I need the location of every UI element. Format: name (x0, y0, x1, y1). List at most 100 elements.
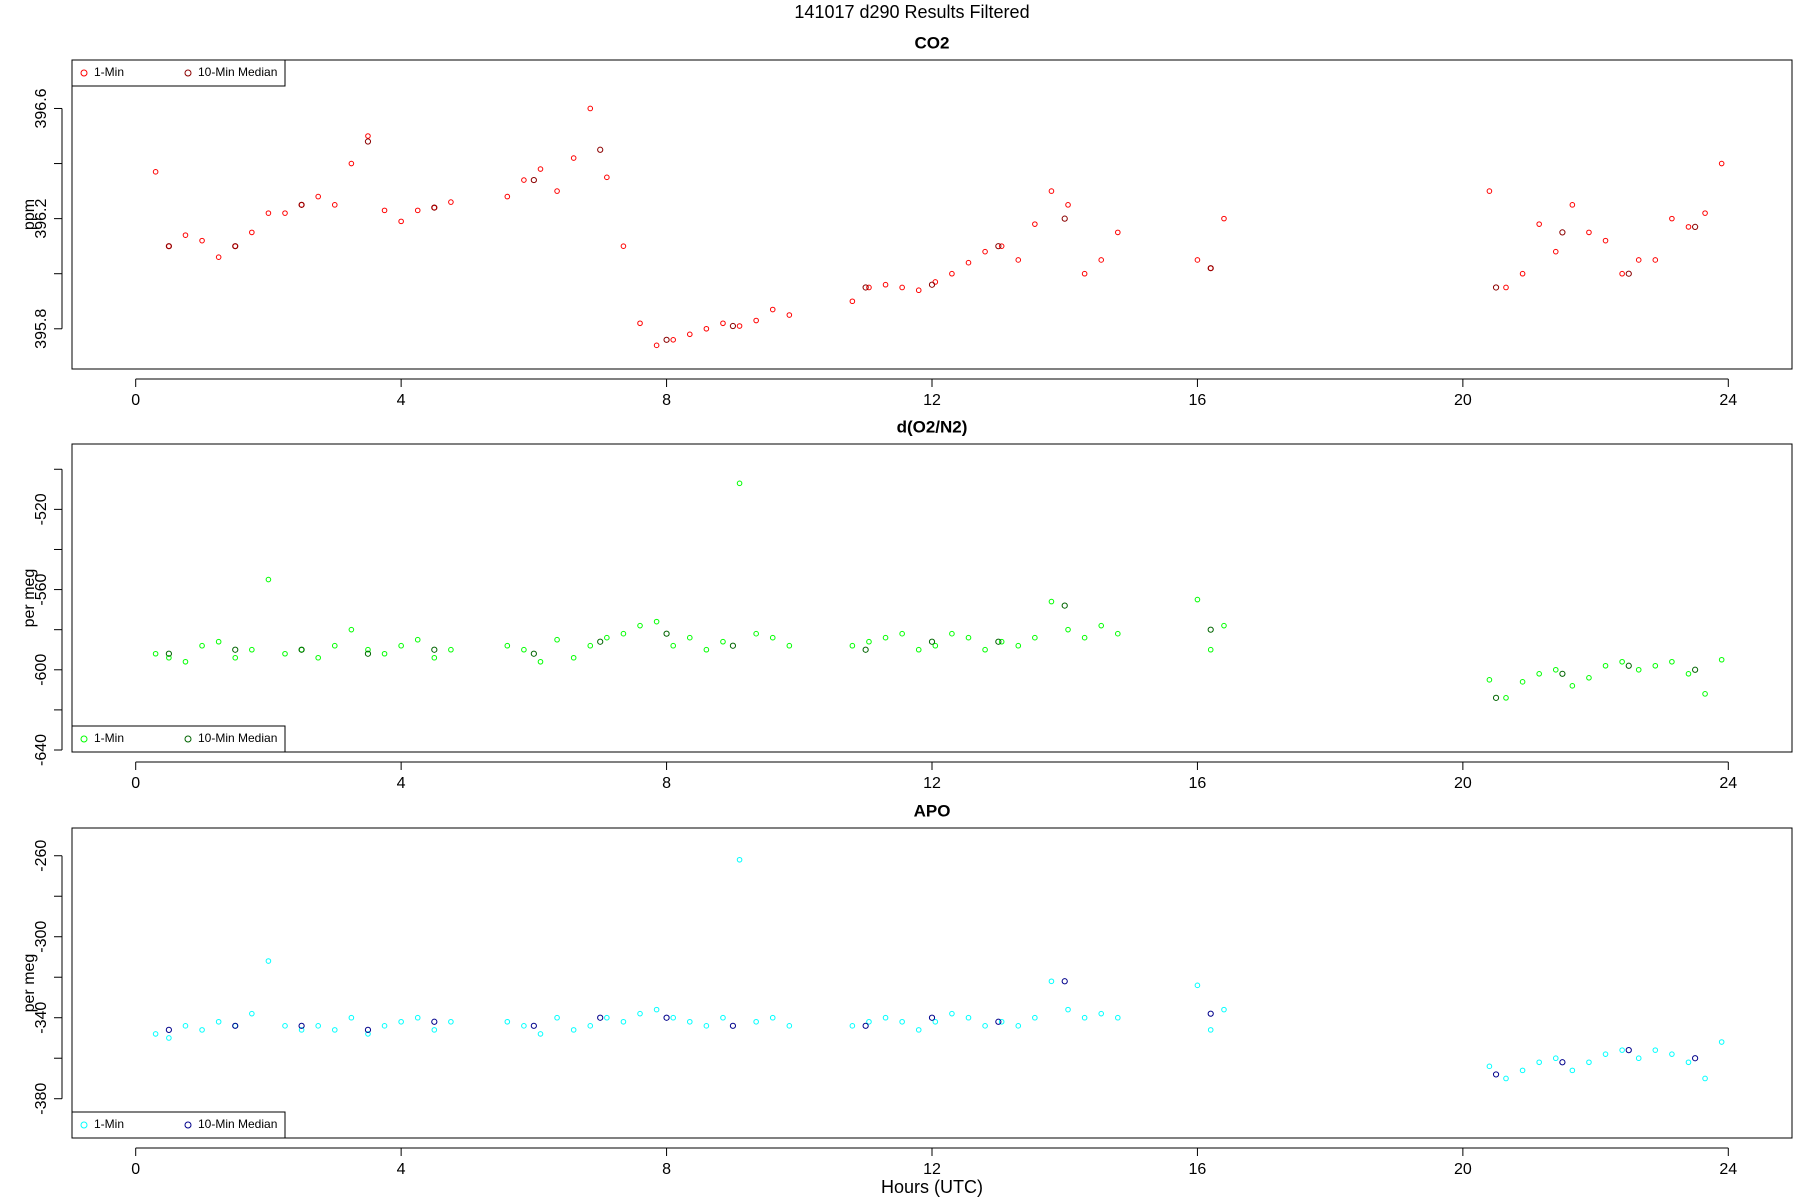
point (928, 1014, 936, 1021)
y-tick-label: -600 (33, 654, 50, 686)
panel-title: APO (914, 801, 951, 820)
point (381, 207, 388, 214)
x-tick-label: 12 (923, 1161, 941, 1178)
point (653, 1006, 660, 1013)
point (786, 1023, 793, 1029)
point (882, 634, 889, 641)
point (364, 138, 372, 145)
point (504, 1018, 511, 1025)
point (331, 642, 338, 649)
figure-title: 141017 d290 Results Filtered (794, 2, 1029, 22)
x-tick-label: 8 (662, 1161, 671, 1178)
point (949, 270, 955, 277)
point (1492, 1071, 1500, 1078)
x-tick-label: 20 (1454, 1161, 1472, 1178)
point (165, 1026, 172, 1033)
point (570, 155, 577, 161)
point (1685, 1059, 1692, 1066)
point (670, 642, 677, 649)
point (1602, 1051, 1609, 1057)
point (1081, 1014, 1088, 1021)
legend-marker (184, 1121, 192, 1129)
point (249, 646, 255, 653)
point (995, 1018, 1002, 1025)
point (849, 642, 856, 649)
y-tick-label: -300 (33, 921, 50, 953)
point (1619, 658, 1625, 665)
point (537, 658, 544, 665)
y-tick-label: 396.6 (33, 88, 50, 128)
panel-title: CO2 (915, 33, 950, 52)
point (915, 646, 922, 653)
point (1586, 675, 1592, 681)
point (448, 1018, 454, 1025)
point (398, 1018, 404, 1025)
point (1536, 221, 1542, 227)
point (1065, 626, 1071, 633)
point (1065, 202, 1071, 208)
point (1552, 666, 1559, 673)
point (1098, 257, 1105, 263)
point (152, 650, 159, 657)
point (915, 287, 922, 294)
point (1552, 1055, 1559, 1062)
point (729, 322, 737, 330)
point (1207, 626, 1214, 633)
point (1586, 1059, 1592, 1066)
point (982, 248, 988, 255)
point (862, 1022, 869, 1029)
y-axis-label: ppm (21, 199, 38, 230)
point (899, 1018, 905, 1025)
point (1685, 224, 1692, 230)
y-tick-label: -640 (33, 734, 50, 766)
point (282, 1023, 288, 1029)
point (504, 193, 511, 200)
point (1207, 1027, 1214, 1033)
point (1569, 683, 1576, 689)
point (199, 237, 205, 244)
point (265, 958, 272, 964)
point (849, 298, 856, 305)
plot-frame (71, 827, 1793, 1139)
x-tick-label: 0 (131, 392, 140, 409)
x-tick-label: 4 (397, 775, 406, 792)
legend-label: 1-Min (94, 731, 124, 745)
x-tick-label: 16 (1189, 392, 1207, 409)
point (786, 312, 793, 318)
y-axis-label: per meg (21, 569, 38, 628)
point (965, 1014, 972, 1021)
point (1221, 1006, 1227, 1013)
point (720, 1014, 726, 1021)
point (587, 105, 594, 112)
point (1652, 662, 1659, 669)
legend-label: 10-Min Median (198, 731, 277, 745)
point (620, 1018, 627, 1025)
point (1492, 694, 1500, 701)
point (1015, 1023, 1022, 1029)
point (637, 1010, 643, 1017)
point (769, 1014, 776, 1021)
point (348, 1014, 355, 1021)
point (414, 1014, 421, 1021)
point (998, 1018, 1005, 1025)
point (249, 1010, 255, 1017)
point (1559, 670, 1566, 677)
point (1635, 666, 1642, 673)
point (1061, 602, 1068, 609)
point (521, 646, 527, 653)
point (965, 259, 972, 266)
point (1519, 679, 1526, 685)
x-tick-label: 24 (1719, 775, 1737, 792)
point (1569, 1067, 1576, 1074)
point (165, 243, 172, 250)
x-tick-label: 16 (1189, 1161, 1207, 1178)
point (152, 169, 159, 175)
point (554, 1014, 560, 1021)
legend-box (71, 725, 286, 753)
point (663, 336, 670, 343)
point (1048, 978, 1055, 985)
point (215, 638, 222, 645)
point (381, 650, 388, 657)
legend-box (71, 1111, 286, 1139)
